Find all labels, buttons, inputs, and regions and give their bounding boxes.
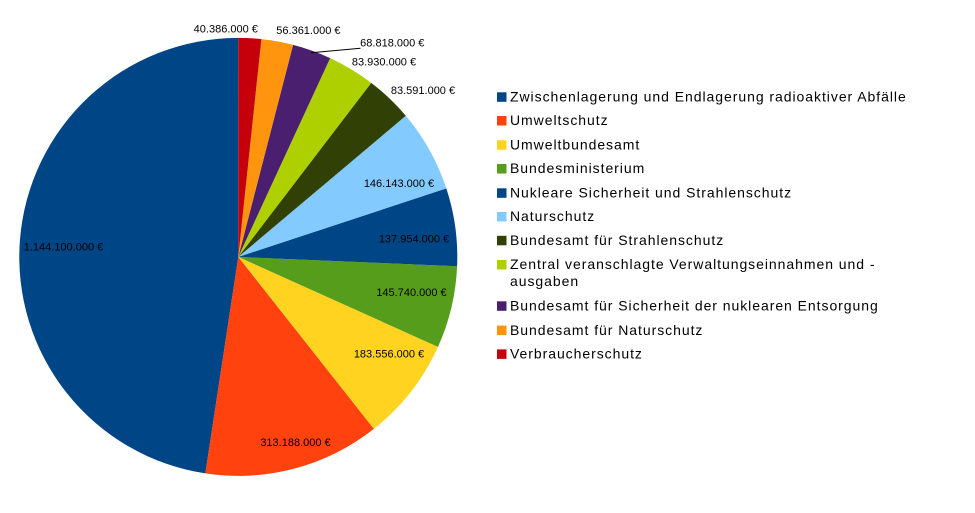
svg-text:183.556.000 €: 183.556.000 € xyxy=(354,349,424,361)
svg-text:Bundesamt für Naturschutz: Bundesamt für Naturschutz xyxy=(510,322,703,338)
svg-text:40.386.000 €: 40.386.000 € xyxy=(194,24,258,36)
svg-text:Zwischenlagerung und Endlageru: Zwischenlagerung und Endlagerung radioak… xyxy=(510,89,907,105)
svg-text:1.144.100.000 €: 1.144.100.000 € xyxy=(24,242,104,254)
svg-text:56.361.000 €: 56.361.000 € xyxy=(276,25,340,37)
svg-text:83.591.000 €: 83.591.000 € xyxy=(391,85,455,97)
svg-text:313.188.000 €: 313.188.000 € xyxy=(260,437,330,449)
svg-text:Nukleare Sicherheit und Strahl: Nukleare Sicherheit und Strahlenschutz xyxy=(510,185,792,201)
svg-text:Umweltschutz: Umweltschutz xyxy=(510,112,609,128)
svg-text:145.740.000 €: 145.740.000 € xyxy=(376,287,446,299)
svg-text:Bundesministerium: Bundesministerium xyxy=(510,160,645,176)
svg-text:Bundesamt für Strahlenschutz: Bundesamt für Strahlenschutz xyxy=(510,232,724,248)
svg-text:83.930.000 €: 83.930.000 € xyxy=(352,57,416,69)
svg-text:Umweltbundesamt: Umweltbundesamt xyxy=(510,137,640,153)
svg-text:137.954.000 €: 137.954.000 € xyxy=(379,234,449,246)
svg-text:Naturschutz: Naturschutz xyxy=(510,208,595,224)
svg-text:146.143.000 €: 146.143.000 € xyxy=(364,178,434,190)
svg-text:ausgaben: ausgaben xyxy=(510,273,579,289)
svg-text:68.818.000 €: 68.818.000 € xyxy=(360,38,424,50)
svg-text:Bundesamt für Sicherheit der n: Bundesamt für Sicherheit der nuklearen E… xyxy=(510,298,879,314)
svg-text:Verbraucherschutz: Verbraucherschutz xyxy=(510,346,643,362)
svg-text:Zentral veranschlagte Verwaltu: Zentral veranschlagte Verwaltungseinnahm… xyxy=(510,256,875,272)
